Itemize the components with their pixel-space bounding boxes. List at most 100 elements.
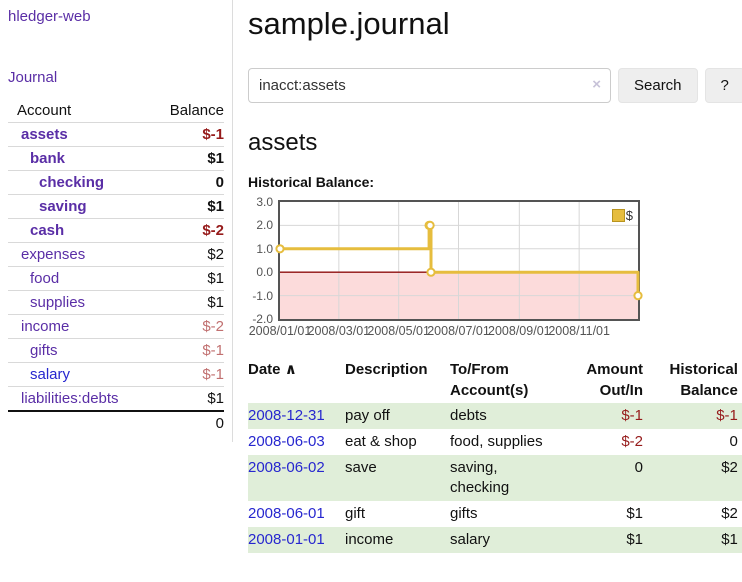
account-row: expenses $2 xyxy=(8,242,224,267)
accounts-cell: gifts xyxy=(450,505,478,522)
chart-legend: $ xyxy=(611,208,633,223)
description-cell: eat & shop xyxy=(345,433,417,450)
y-tick-label: 2.0 xyxy=(256,218,273,233)
sort-asc-icon: ∧ xyxy=(284,361,297,378)
app-layout: hledger-web Journal Account Balance asse… xyxy=(0,0,742,553)
account-balance: $1 xyxy=(152,146,224,171)
balance-column-header: Balance xyxy=(169,102,224,119)
amount-cell: 0 xyxy=(634,459,643,476)
date-link[interactable]: 2008-01-01 xyxy=(248,531,325,548)
account-row: cash $-2 xyxy=(8,218,224,243)
account-row: assets $-1 xyxy=(8,122,224,147)
account-link-cash[interactable]: cash xyxy=(30,222,65,239)
account-row: saving $1 xyxy=(8,194,224,219)
register-header-row: Date ∧ Description To/From Account(s) Am… xyxy=(248,355,742,403)
account-row: liabilities:debts $1 xyxy=(8,386,224,411)
balance-cell: $1 xyxy=(721,531,738,548)
account-link-food[interactable]: food xyxy=(30,270,60,287)
page-title: sample.journal xyxy=(248,6,450,41)
accounts-table-body: assets $-1 bank $1 checking 0 saving $1 cash $-2 e… xyxy=(8,122,224,435)
y-tick-label: 3.0 xyxy=(256,195,273,209)
sidebar: hledger-web Journal Account Balance asse… xyxy=(0,0,233,442)
amount-cell: $1 xyxy=(626,505,643,522)
account-balance: $1 xyxy=(152,290,224,315)
account-link-expenses[interactable]: expenses xyxy=(21,246,86,263)
account-balance: 0 xyxy=(152,170,224,195)
app-title-link[interactable]: hledger-web xyxy=(8,8,91,25)
date-column-header: Date ∧ xyxy=(248,361,297,378)
accounts-cell: salary xyxy=(450,531,491,548)
register-row: 2008-06-02 save saving, checking 0 $2 xyxy=(248,455,742,501)
account-balance: $1 xyxy=(152,386,224,411)
x-tick-label: 2008/01/01 xyxy=(248,324,312,338)
register-table: Date ∧ Description To/From Account(s) Am… xyxy=(248,355,742,553)
x-tick-label: 2008/11/01 xyxy=(548,324,610,338)
accounts-table-header: Account Balance xyxy=(8,99,224,123)
register-row: 2008-12-31 pay off debts $-1 $-1 xyxy=(248,403,742,429)
register-table-body: 2008-12-31 pay off debts $-1 $-1 2008-06-03 ea… xyxy=(248,403,742,553)
description-column-header: Description xyxy=(345,361,428,378)
x-tick-label: 2008/03/01 xyxy=(307,324,371,338)
date-link[interactable]: 2008-06-02 xyxy=(248,459,325,476)
clear-search-icon[interactable]: × xyxy=(592,76,601,93)
account-link-checking[interactable]: checking xyxy=(39,174,105,191)
y-tick-label: -1.0 xyxy=(252,288,273,303)
description-cell: pay off xyxy=(345,407,390,424)
chart-y-axis: 3.0 2.0 1.0 0.0 -1.0 -2.0 xyxy=(248,195,278,326)
account-balance: $1 xyxy=(152,266,224,291)
date-link[interactable]: 2008-12-31 xyxy=(248,407,325,424)
account-column-header: Account xyxy=(17,102,72,119)
description-cell: save xyxy=(345,459,377,476)
data-point-marker xyxy=(633,291,643,301)
account-link-gifts[interactable]: gifts xyxy=(30,342,58,359)
search-button[interactable]: Search xyxy=(618,68,698,103)
data-point-marker xyxy=(275,244,285,254)
account-row: checking 0 xyxy=(8,170,224,195)
account-link-assets[interactable]: assets xyxy=(21,126,68,143)
accounts-column-header: To/From Account(s) xyxy=(450,361,529,399)
description-cell: income xyxy=(345,531,394,548)
account-link-liabilities-debts[interactable]: liabilities:debts xyxy=(21,390,119,407)
account-link-supplies[interactable]: supplies xyxy=(30,294,86,311)
account-link-bank[interactable]: bank xyxy=(30,150,66,167)
register-row: 2008-01-01 income salary $1 $1 xyxy=(248,527,742,553)
accounts-total-row: 0 xyxy=(8,410,224,435)
accounts-cell: food, supplies xyxy=(450,433,543,450)
y-tick-label: 1.0 xyxy=(256,241,273,256)
account-balance: $-2 xyxy=(152,218,224,243)
account-row: salary $-1 xyxy=(8,362,224,387)
account-balance: $-2 xyxy=(152,314,224,339)
account-balance: $-1 xyxy=(152,338,224,363)
amount-cell: $-1 xyxy=(621,407,643,424)
search-help-button[interactable]: ? xyxy=(704,68,742,103)
search-form: × Search ? xyxy=(248,68,742,103)
balance-cell: $2 xyxy=(721,459,738,476)
chart-plot-area[interactable]: $ xyxy=(275,200,643,321)
search-input-wrap: × xyxy=(248,68,611,103)
account-row: bank $1 xyxy=(8,146,224,171)
date-link[interactable]: 2008-06-03 xyxy=(248,433,325,450)
account-row: income $-2 xyxy=(8,314,224,339)
account-link-saving[interactable]: saving xyxy=(39,198,87,215)
balance-cell: $2 xyxy=(721,505,738,522)
account-link-income[interactable]: income xyxy=(21,318,70,335)
data-point-marker xyxy=(425,220,435,230)
balance-cell: 0 xyxy=(729,433,738,450)
account-link-salary[interactable]: salary xyxy=(30,366,71,383)
account-title: assets xyxy=(248,129,318,156)
account-row: food $1 xyxy=(8,266,224,291)
x-tick-label: 2008/09/01 xyxy=(488,324,551,338)
account-balance: $-1 xyxy=(152,362,224,387)
balance-column-header-register: Historical Balance xyxy=(669,361,738,399)
date-link[interactable]: 2008-06-01 xyxy=(248,505,325,522)
balance-cell: $-1 xyxy=(716,407,738,424)
description-cell: gift xyxy=(345,505,366,522)
y-tick-label: -2.0 xyxy=(252,312,273,326)
account-balance: $2 xyxy=(152,242,224,267)
search-input[interactable] xyxy=(248,68,611,103)
sidebar-item-journal[interactable]: Journal xyxy=(8,69,58,86)
accounts-table: Account Balance assets $-1 bank $1 checking 0… xyxy=(8,99,224,435)
main-content: sample.journal × Search ? assets Histori… xyxy=(233,0,742,553)
chart-title: Historical Balance: xyxy=(248,174,375,190)
account-row: gifts $-1 xyxy=(8,338,224,363)
